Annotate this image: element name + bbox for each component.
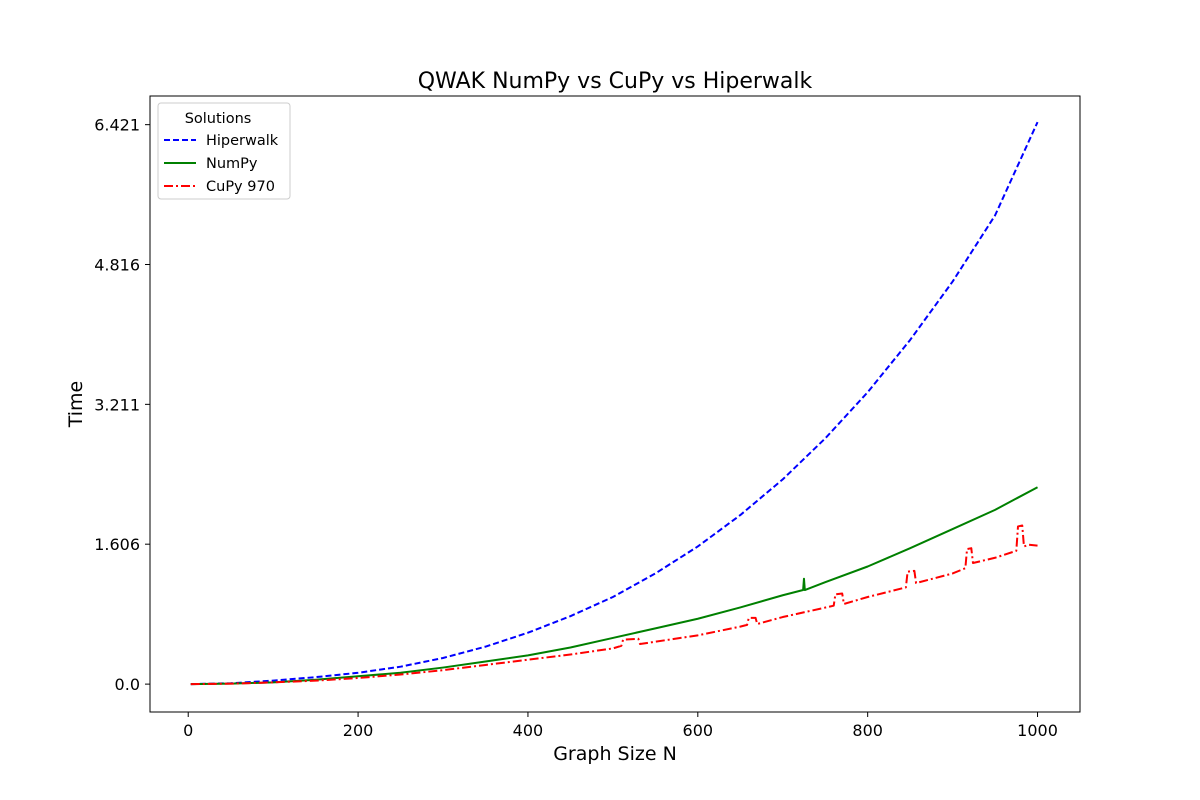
legend-label-1: Hiperwalk <box>206 133 279 149</box>
legend-title: Solutions <box>185 111 252 127</box>
x-axis-label: Graph Size N <box>553 743 677 765</box>
legend-items: Hiperwalk NumPy CuPy 970 <box>164 133 279 195</box>
legend-label-3: CuPy 970 <box>206 179 275 195</box>
y-tick-label: 4.816 <box>94 256 140 275</box>
y-axis-label: Time <box>65 381 87 429</box>
x-tick-label: 0 <box>183 721 193 740</box>
x-tick-label: 400 <box>513 721 544 740</box>
series-line-2 <box>190 486 1039 686</box>
y-tick-label: 3.211 <box>94 395 140 414</box>
y-tick-label: 1.606 <box>94 535 140 554</box>
x-tick-label: 200 <box>343 721 374 740</box>
x-tick-label: 600 <box>683 721 714 740</box>
y-tick-label: 0.0 <box>115 675 140 694</box>
legend: Solutions Hiperwalk NumPy CuPy 970 <box>157 102 291 200</box>
x-tick-label: 800 <box>852 721 883 740</box>
series-line-3 <box>190 524 1038 686</box>
legend-box <box>157 102 291 200</box>
series-layer <box>190 121 1039 686</box>
x-axis: 0 200 400 600 800 1000 <box>183 712 1058 740</box>
x-tick-label: 1000 <box>1017 721 1058 740</box>
y-tick-label: 6.421 <box>94 116 140 135</box>
series-line-1 <box>190 121 1039 686</box>
chart-title: QWAK NumPy vs CuPy vs Hiperwalk <box>418 69 813 94</box>
legend-label-2: NumPy <box>206 156 258 172</box>
y-axis: 0.0 1.606 3.211 4.816 6.421 <box>94 116 150 694</box>
